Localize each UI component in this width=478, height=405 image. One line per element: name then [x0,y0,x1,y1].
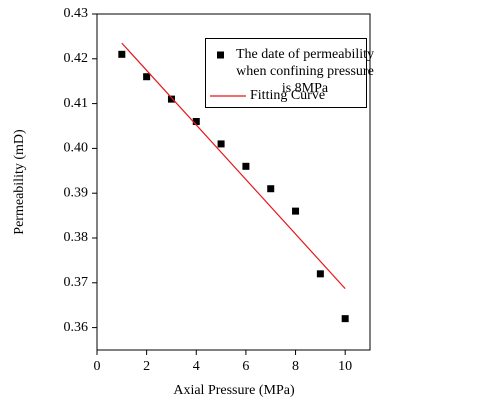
data-point [267,185,275,193]
data-point [192,118,200,126]
x-tick-label: 4 [193,359,200,374]
legend-keys [210,51,246,97]
legend-label: Fitting Curve [250,88,326,103]
y-tick-label: 0.41 [64,96,89,111]
legend: The date of permeability when confining … [205,38,374,108]
x-axis-label: Axial Pressure (MPa) [173,383,295,398]
x-tick-label: 10 [338,359,352,374]
y-tick-label: 0.43 [64,6,89,21]
y-tick-label: 0.40 [64,141,89,156]
legend-label: The date of permeability when confining … [236,47,374,96]
y-tick-label: 0.38 [64,230,89,245]
y-tick-label: 0.36 [64,320,89,335]
legend-key [217,51,224,59]
data-point [242,162,250,170]
y-tick-label: 0.42 [64,51,89,66]
data-point [217,140,225,148]
data-point [292,207,300,215]
data-point [316,270,324,278]
x-tick-label: 0 [94,359,101,374]
data-point [341,315,349,323]
y-tick-label: 0.39 [64,185,89,200]
plot-frame [96,13,371,351]
data-point [143,73,151,81]
x-tick-label: 2 [143,359,150,374]
data-point [118,50,126,58]
y-axis-label: Permeability (mD) [12,129,27,235]
fit-line [121,42,346,290]
x-tick-label: 6 [242,359,249,374]
x-tick-label: 8 [292,359,299,374]
data-point [167,95,175,103]
y-tick-label: 0.37 [64,275,89,290]
